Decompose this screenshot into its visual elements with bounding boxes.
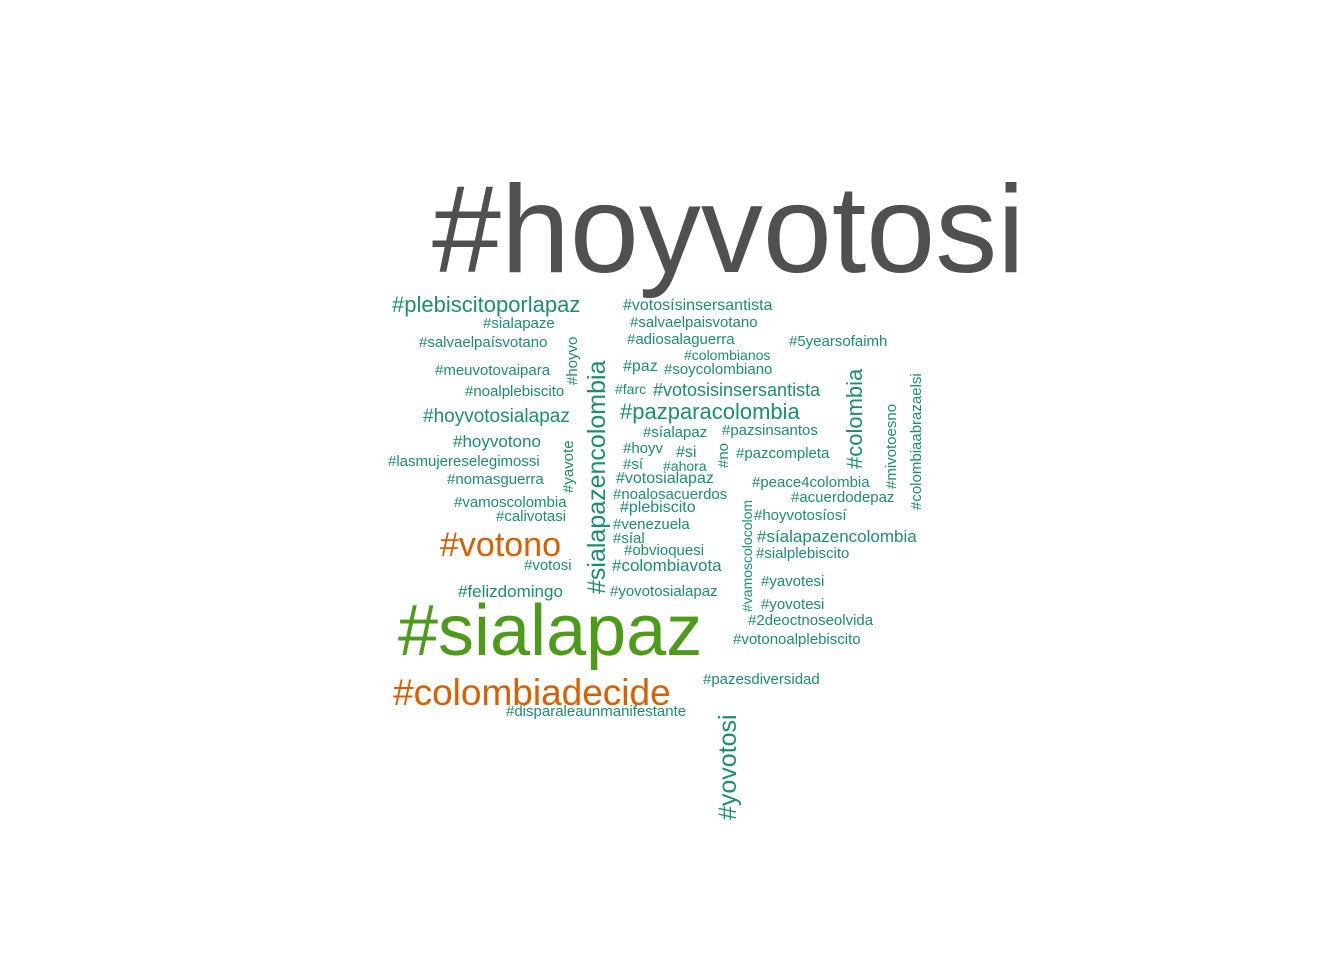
word-5yearsofaimh: #5yearsofaimh — [789, 333, 888, 350]
word-salvaelpaisvotano-accent: #salvaelpaísvotano — [419, 334, 548, 351]
word-colombia-vertical: #colombia — [842, 368, 867, 469]
word-disparaleaunmanifestante: #disparaleaunmanifestante — [506, 703, 687, 720]
word-sialapaze: #sialapaze — [483, 315, 555, 332]
word-acuerdodepaz: #acuerdodepaz — [791, 489, 895, 506]
word-mivotoesno-vertical: #mivotoesno — [883, 403, 900, 489]
word-hoyvotosiosi: #hoyvotosíosí — [754, 507, 847, 524]
word-plebiscito: #plebiscito — [620, 499, 696, 516]
word-noalplebiscito: #noalplebiscito — [465, 383, 565, 400]
word-votosisinsersantista: #votosisinsersantista — [653, 380, 821, 400]
word-yavote-vertical: #yavote — [560, 440, 577, 493]
word-pazcompleta: #pazcompleta — [736, 445, 830, 462]
word-votono: #votono — [440, 526, 561, 564]
word-salvaelpaisvotano: #salvaelpaisvotano — [630, 314, 758, 331]
word-felizdomingo: #felizdomingo — [458, 582, 563, 601]
word-colombiaabrazaelsi-vertical: #colombiaabrazaelsi — [908, 373, 925, 510]
word-2deoctnoseolvida: #2deoctnoseolvida — [748, 612, 874, 629]
word-lasmujereselegimossi: #lasmujereselegimossi — [388, 453, 540, 470]
word-pazparacolombia: #pazparacolombia — [620, 399, 800, 424]
word-meuvotovaipara: #meuvotovaipara — [435, 362, 551, 379]
word-vamoscolocolom-vertical: #vamoscolocolom — [739, 499, 755, 612]
word-farc: #farc — [615, 381, 647, 397]
word-colombianos: #colombianos — [684, 347, 771, 363]
word-paz: #paz — [623, 358, 658, 375]
word-pazesdiversidad: #pazesdiversidad — [703, 671, 820, 688]
word-votosisinsersantista-accent: #votosísinsersantista — [623, 297, 773, 314]
word-yovotosi-vertical: #yovotosi — [714, 714, 742, 820]
word-sialapazencolombia-vertical: #sialapazencolombia — [583, 360, 611, 594]
word-obvioquesi: #obvioquesi — [624, 542, 705, 559]
word-nomasguerra: #nomasguerra — [447, 471, 544, 488]
word-adiosalaguerra: #adiosalaguerra — [627, 331, 735, 348]
word-venezuela: #venezuela — [613, 516, 690, 533]
word-peace4colombia: #peace4colombia — [752, 474, 870, 491]
word-sial: #síal — [613, 530, 645, 547]
word-colombiadecide: #colombiadecide — [393, 672, 671, 713]
word-ahora: #ahora — [663, 458, 707, 474]
word-yovotosialapaz: #yovotosialapaz — [610, 583, 718, 600]
word-vamoscolombia: #vamoscolombia — [454, 494, 567, 511]
word-sialapaz-accent: #síalapaz — [643, 424, 708, 441]
word-hoyv: #hoyv — [623, 440, 664, 457]
word-pazsinsantos: #pazsinsantos — [722, 422, 818, 439]
word-calivotasi: #calivotasi — [496, 508, 567, 525]
word-votonoalplebiscito: #votonoalplebiscito — [733, 631, 861, 648]
word-soycolombiano: #soycolombiano — [664, 361, 773, 378]
word-sialapaz: #sialapaz — [398, 591, 703, 671]
word-hoyvotosi: #hoyvotosi — [432, 161, 1025, 299]
word-plebiscitoporlapaz: #plebiscitoporlapaz — [392, 292, 581, 317]
word-colombiavota: #colombiavota — [612, 556, 722, 575]
word-si: #si — [676, 444, 697, 461]
word-yovotesi: #yovotesi — [761, 596, 825, 613]
word-si-accent: #sí — [623, 456, 644, 473]
word-sialapazencolombia-accent: #síalapazencolombia — [757, 527, 917, 546]
word-votosialapaz: #votosialapaz — [616, 470, 714, 487]
word-no-vertical: #no — [715, 442, 732, 468]
word-yavotesi: #yavotesi — [761, 573, 825, 590]
word-sialplebiscito: #sialplebiscito — [756, 545, 850, 562]
word-hoyvotosialapaz: #hoyvotosialapaz — [423, 406, 570, 427]
word-votosi: #votosi — [524, 557, 572, 574]
word-noalosacuerdos: #noalosacuerdos — [613, 486, 728, 503]
word-hoyvotono: #hoyvotono — [453, 432, 541, 451]
word-hoyvo-vertical: #hoyvo — [564, 336, 581, 385]
